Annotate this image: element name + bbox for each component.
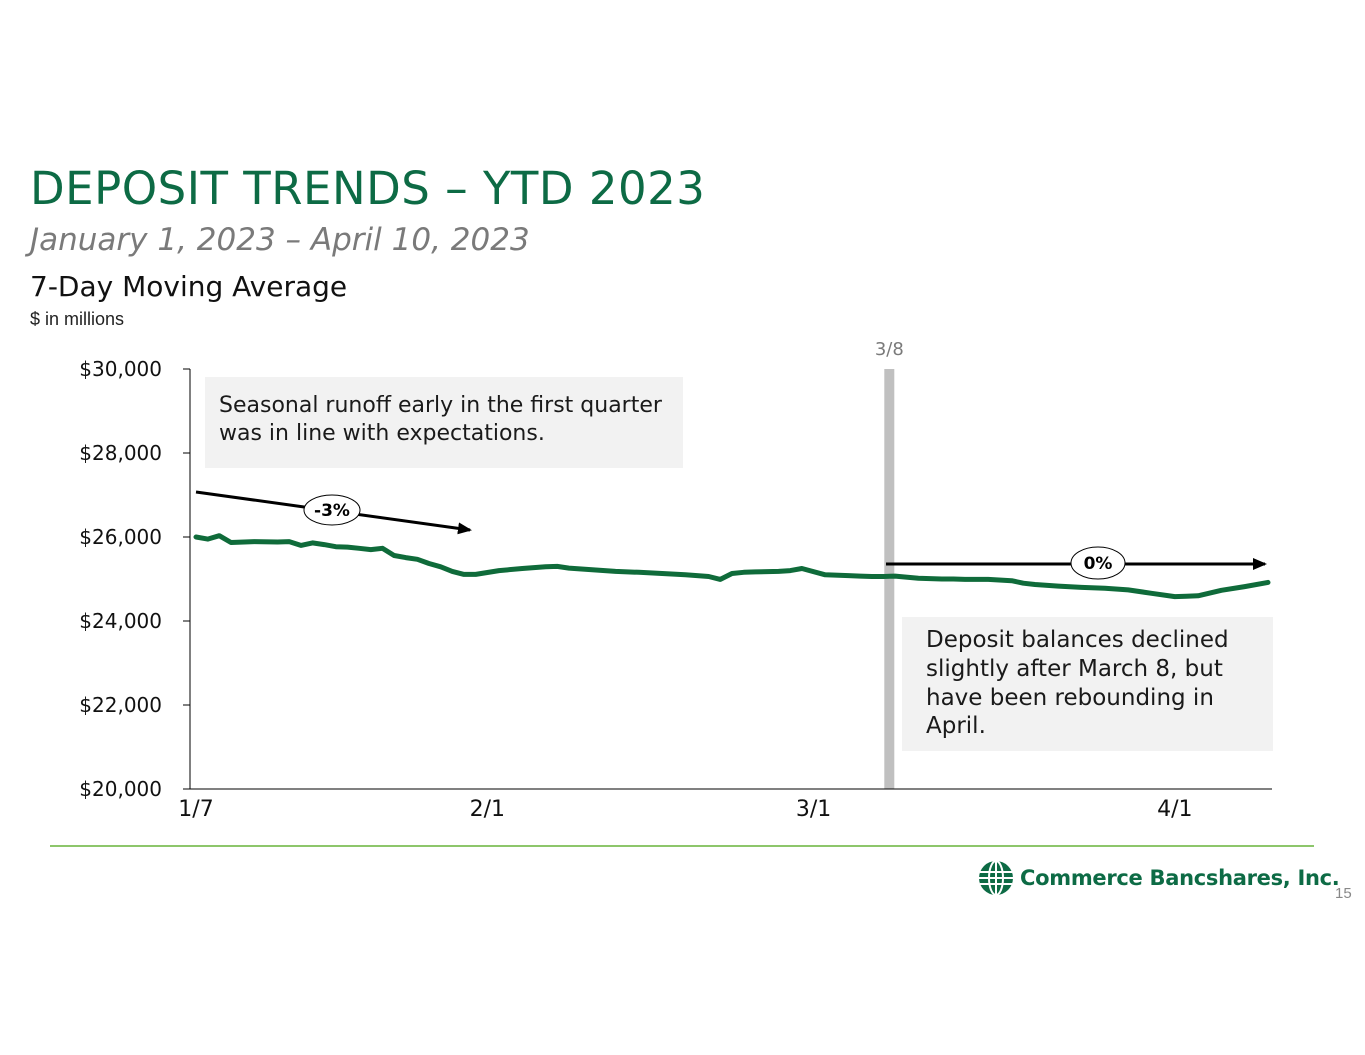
annotation-deposit-rebound: Deposit balances declined slightly after… xyxy=(902,617,1273,751)
x-tick-group: 1/7 2/1 3/1 4/1 xyxy=(178,797,1192,822)
trend-badge-down xyxy=(303,494,361,526)
trend-label-down: -3% xyxy=(314,501,350,521)
trend-badge-flat xyxy=(1070,546,1126,580)
trend-label-flat: 0% xyxy=(1084,554,1113,574)
y-tick-label: $24,000 xyxy=(79,609,162,633)
x-tick-label: 1/7 xyxy=(178,797,213,822)
footer-divider xyxy=(50,845,1314,847)
logo-text: Commerce Bancshares, Inc. xyxy=(1020,866,1340,890)
y-tick-group: $20,000 $22,000 $24,000 $26,000 $28,000 … xyxy=(79,357,190,801)
company-logo: Commerce Bancshares, Inc. xyxy=(978,860,1340,896)
y-tick-label: $30,000 xyxy=(79,357,162,381)
page-title: DEPOSIT TRENDS – YTD 2023 xyxy=(30,162,706,215)
annotation-seasonal-runoff: Seasonal runoff early in the first quart… xyxy=(205,377,683,468)
deposit-series-line xyxy=(193,533,1271,600)
unit-label: $ in millions xyxy=(30,309,125,329)
y-tick-label: $20,000 xyxy=(79,777,162,801)
globe-icon xyxy=(979,860,1013,896)
chart-title: 7-Day Moving Average xyxy=(30,270,348,303)
deposit-trend-chart: 3/8 $20,000 $22,000 $24,000 $26,000 $28,… xyxy=(79,339,1272,822)
y-tick-label: $28,000 xyxy=(79,441,162,465)
x-tick-label: 2/1 xyxy=(470,797,505,822)
page-subtitle: January 1, 2023 – April 10, 2023 xyxy=(30,222,530,258)
march-8-marker-label: 3/8 xyxy=(875,339,904,360)
page-number: 15 xyxy=(1335,885,1352,902)
y-tick-label: $26,000 xyxy=(79,525,162,549)
x-tick-label: 3/1 xyxy=(796,797,831,822)
x-tick-label: 4/1 xyxy=(1157,797,1192,822)
y-tick-label: $22,000 xyxy=(79,693,162,717)
march-8-marker-bar xyxy=(884,369,895,789)
